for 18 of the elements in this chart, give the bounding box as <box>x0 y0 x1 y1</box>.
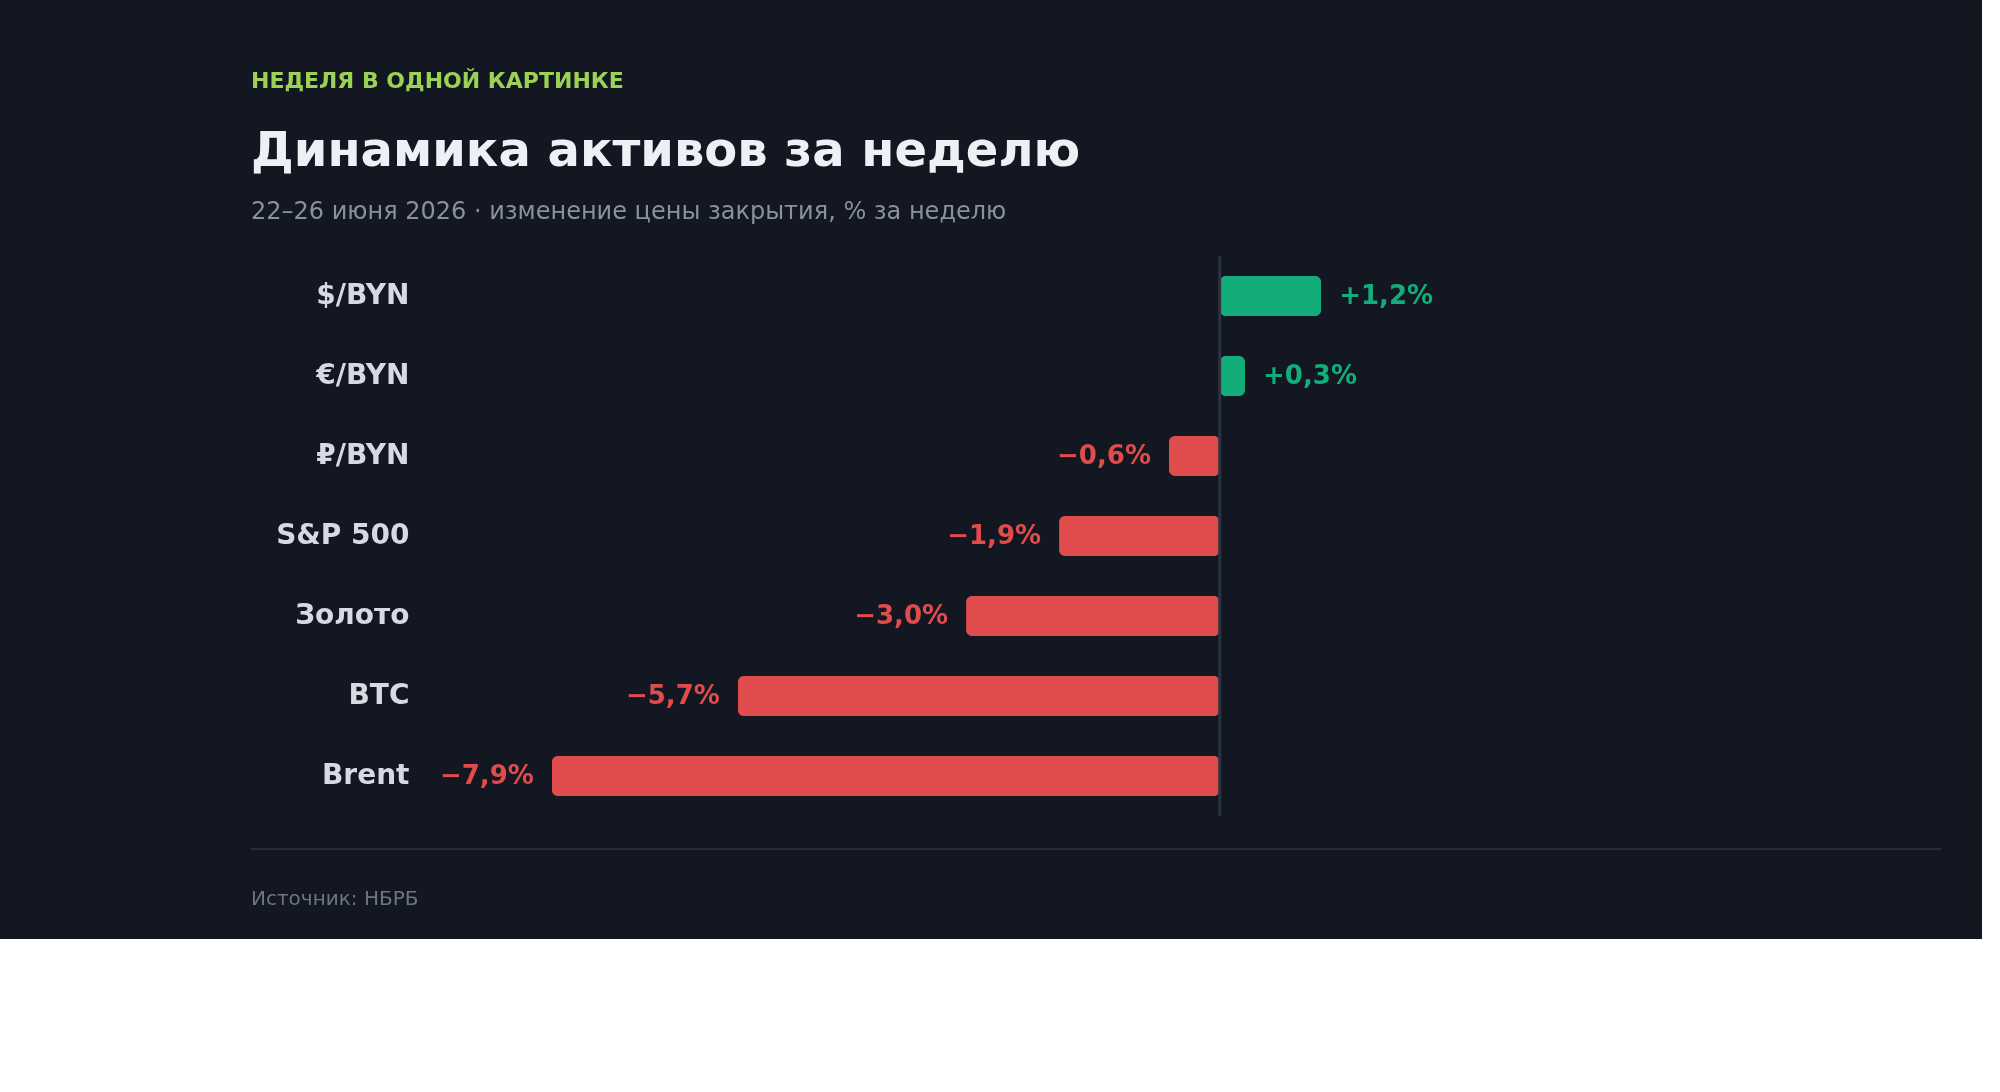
data-label: +1,2% <box>1339 280 1434 310</box>
chart-title: Динамика активов за неделю <box>251 121 1081 177</box>
data-label: −5,7% <box>625 680 720 710</box>
y-tick-label: €/BYN <box>315 358 410 391</box>
y-tick-label: ₽/BYN <box>316 438 410 471</box>
y-tick-label: S&P 500 <box>276 518 410 551</box>
chart-subtitle: 22–26 июня 2026 · изменение цены закрытия, % за неделю <box>251 197 1007 225</box>
y-tick-label: $/BYN <box>316 278 410 311</box>
data-label: −1,9% <box>947 520 1042 550</box>
data-label: −3,0% <box>854 600 949 630</box>
y-tick-label: Brent <box>322 758 410 791</box>
data-label: −7,9% <box>439 760 534 790</box>
y-tick-label: Золото <box>295 598 410 631</box>
data-label: +0,3% <box>1263 360 1357 390</box>
text: Источник: НБРБ <box>251 886 419 910</box>
y-tick-label: BTC <box>348 678 410 711</box>
text: НЕДЕЛЯ В ОДНОЙ КАРТИНКЕ <box>251 68 624 93</box>
data-label: −0,6% <box>1057 440 1151 470</box>
